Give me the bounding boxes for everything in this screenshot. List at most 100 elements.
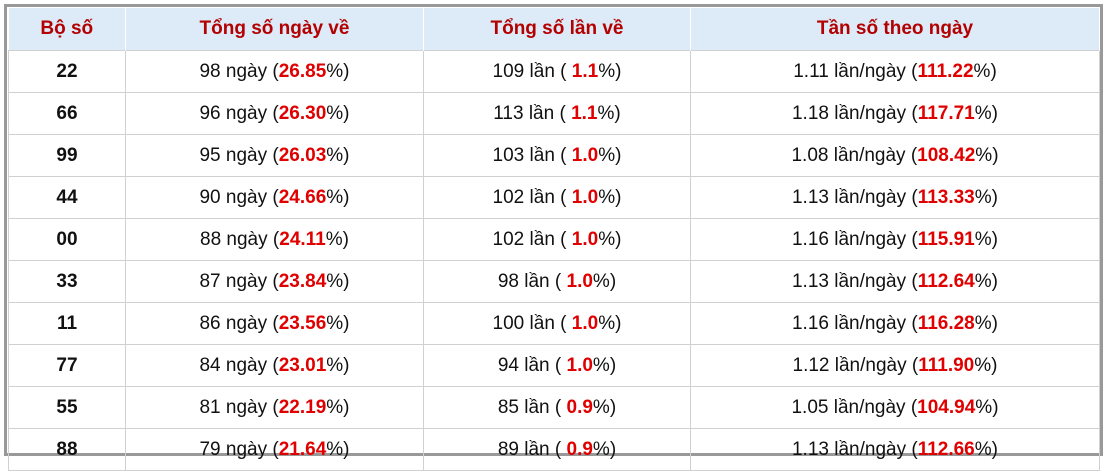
highlight-value: 1.0 — [571, 228, 599, 250]
stat-cell: 102 lần ( 1.0%) — [423, 176, 691, 219]
stat-cell: 84 ngày (23.01%) — [125, 344, 424, 387]
cell-text: 98 ngày ( — [199, 60, 279, 82]
highlight-value: 23.01 — [278, 354, 327, 376]
highlight-value: 23.84 — [278, 270, 327, 292]
highlight-value: 111.90 — [918, 354, 975, 376]
highlight-value: 104.94 — [917, 396, 976, 418]
cell-text: 85 lần ( — [497, 396, 567, 418]
cell-text: 1.08 lần/ngày ( — [791, 144, 918, 166]
highlight-value: 26.85 — [278, 60, 327, 82]
stat-cell: 81 ngày (22.19%) — [125, 386, 424, 429]
stat-cell: 113 lần ( 1.1%) — [423, 92, 691, 135]
cell-text: %) — [598, 312, 622, 334]
cell-text: %) — [974, 270, 998, 292]
highlight-value: 26.03 — [278, 144, 327, 166]
cell-text: 1.16 lần/ngày ( — [791, 228, 918, 250]
cell-text: %) — [598, 186, 622, 208]
cell-text: 1.12 lần/ngày ( — [792, 354, 919, 376]
stat-cell: 87 ngày (23.84%) — [125, 260, 424, 303]
cell-text: 1.13 lần/ngày ( — [791, 186, 918, 208]
number-pair: 88 — [8, 428, 126, 471]
highlight-value: 111.22 — [917, 60, 974, 82]
highlight-value: 115.91 — [917, 228, 975, 250]
highlight-value: 117.71 — [917, 102, 975, 124]
highlight-value: 24.11 — [279, 228, 326, 250]
header-cell: Tần số theo ngày — [690, 8, 1100, 51]
stat-cell: 1.16 lần/ngày (116.28%) — [690, 302, 1100, 345]
highlight-value: 0.9 — [566, 396, 593, 418]
cell-text: 113 lần ( — [493, 102, 572, 124]
highlight-value: 1.0 — [571, 144, 599, 166]
number-pair: 99 — [8, 134, 126, 177]
header-cell: Bộ số — [8, 8, 126, 51]
cell-text: %) — [326, 312, 350, 334]
cell-text: %) — [975, 396, 999, 418]
highlight-value: 1.0 — [571, 186, 599, 208]
cell-text: 94 lần ( — [497, 354, 567, 376]
cell-text: 90 ngày ( — [199, 186, 279, 208]
cell-text: 1.16 lần/ngày ( — [791, 312, 918, 334]
cell-text: 102 lần ( — [492, 186, 572, 208]
cell-text: %) — [974, 186, 998, 208]
highlight-value: 26.30 — [278, 102, 327, 124]
cell-text: %) — [326, 354, 350, 376]
table-row: 00 88 ngày (24.11%) 102 lần ( 1.0%) 1.16 lầ… — [8, 218, 1100, 261]
stat-cell: 95 ngày (26.03%) — [125, 134, 424, 177]
highlight-value: 23.56 — [278, 312, 327, 334]
cell-text: 1.13 lần/ngày ( — [791, 438, 918, 460]
highlight-value: 24.66 — [278, 186, 327, 208]
cell-text: %) — [975, 144, 999, 166]
cell-text: %) — [598, 144, 622, 166]
cell-text: %) — [326, 60, 350, 82]
stat-cell: 79 ngày (21.64%) — [125, 428, 424, 471]
number-pair: 44 — [8, 176, 126, 219]
stat-cell: 1.16 lần/ngày (115.91%) — [690, 218, 1100, 261]
cell-text: %) — [598, 60, 622, 82]
highlight-value: 21.64 — [278, 438, 327, 460]
highlight-value: 1.1 — [571, 102, 598, 124]
highlight-value: 1.0 — [566, 354, 593, 376]
stat-cell: 96 ngày (26.30%) — [125, 92, 424, 135]
cell-text: %) — [592, 438, 617, 460]
cell-text: %) — [326, 102, 350, 124]
cell-text: %) — [973, 60, 997, 82]
number-pair: 66 — [8, 92, 126, 135]
table-row: 77 84 ngày (23.01%) 94 lần ( 1.0%) 1.12 lần… — [8, 344, 1100, 387]
highlight-value: 116.28 — [917, 312, 975, 334]
table-row: 11 86 ngày (23.56%) 100 lần ( 1.0%) 1.16 lầ… — [8, 302, 1100, 345]
cell-text: 1.05 lần/ngày ( — [791, 396, 918, 418]
highlight-value: 108.42 — [917, 144, 976, 166]
highlight-value: 112.64 — [917, 270, 975, 292]
stat-cell: 1.11 lần/ngày (111.22%) — [690, 50, 1100, 93]
cell-text: 87 ngày ( — [199, 270, 279, 292]
stat-cell: 1.13 lần/ngày (112.64%) — [690, 260, 1100, 303]
table-frame: Bộ số Tổng số ngày về Tổng số lần về Tần số… — [4, 4, 1103, 471]
cell-text: 1.18 lần/ngày ( — [791, 102, 918, 124]
stat-cell: 90 ngày (24.66%) — [125, 176, 424, 219]
header-row: Bộ số Tổng số ngày về Tổng số lần về Tần số… — [8, 8, 1100, 51]
cell-text: %) — [974, 102, 998, 124]
stat-cell: 98 ngày (26.85%) — [125, 50, 424, 93]
cell-text: %) — [974, 354, 998, 376]
cell-text: %) — [592, 396, 617, 418]
cell-text: %) — [592, 270, 617, 292]
table-row: 88 79 ngày (21.64%) 89 lần ( 0.9%) 1.13 lần… — [8, 428, 1100, 471]
cell-text: %) — [597, 102, 621, 124]
stat-cell: 1.05 lần/ngày (104.94%) — [690, 386, 1100, 429]
cell-text: %) — [974, 312, 998, 334]
highlight-value: 112.66 — [917, 438, 975, 460]
cell-text: %) — [598, 228, 622, 250]
number-pair: 33 — [8, 260, 126, 303]
number-pair: 55 — [8, 386, 126, 429]
stat-cell: 102 lần ( 1.0%) — [423, 218, 691, 261]
cell-text: %) — [326, 396, 350, 418]
cell-text: 89 lần ( — [497, 438, 567, 460]
cell-text: %) — [974, 228, 998, 250]
table: Bộ số Tổng số ngày về Tổng số lần về Tần số… — [8, 8, 1100, 471]
stat-cell: 86 ngày (23.56%) — [125, 302, 424, 345]
cell-text: 84 ngày ( — [199, 354, 279, 376]
stat-cell: 98 lần ( 1.0%) — [423, 260, 691, 303]
number-pair: 22 — [8, 50, 126, 93]
highlight-value: 1.1 — [571, 60, 599, 82]
table-row: 33 87 ngày (23.84%) 98 lần ( 1.0%) 1.13 lần… — [8, 260, 1100, 303]
